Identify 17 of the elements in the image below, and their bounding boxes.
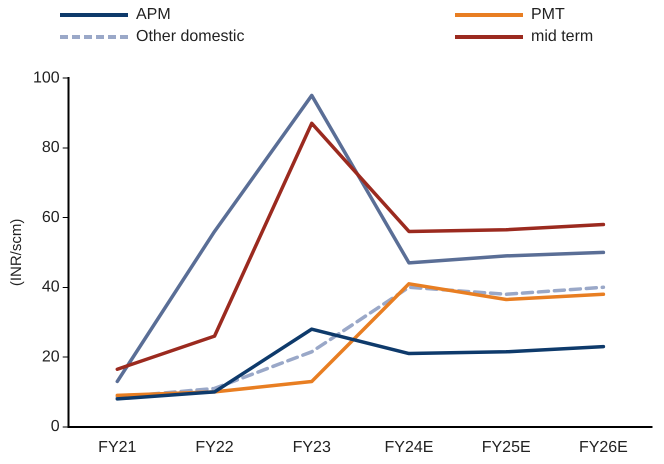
y-tick-label: 40 [42, 278, 60, 296]
x-tick-label: FY22 [195, 438, 234, 456]
legend-label: Other domestic [136, 28, 244, 46]
legend-label: PMT [531, 6, 565, 24]
y-axis-title: (INR/scm) [8, 218, 26, 286]
y-tick-label: 20 [42, 348, 60, 366]
y-tick-label: 60 [42, 208, 60, 226]
y-tick-label: 80 [42, 139, 60, 156]
x-tick-label: FY24E [384, 438, 434, 456]
legend-label: APM [136, 6, 171, 24]
x-tick-label: FY23 [292, 438, 331, 456]
x-tick-label: FY21 [98, 438, 137, 456]
x-tick-label: FY25E [482, 438, 531, 456]
y-tick-label: 100 [32, 69, 60, 86]
legend-label: mid term [531, 28, 594, 46]
x-tick-label: FY26E [578, 438, 628, 456]
y-tick-label: 0 [50, 418, 60, 436]
